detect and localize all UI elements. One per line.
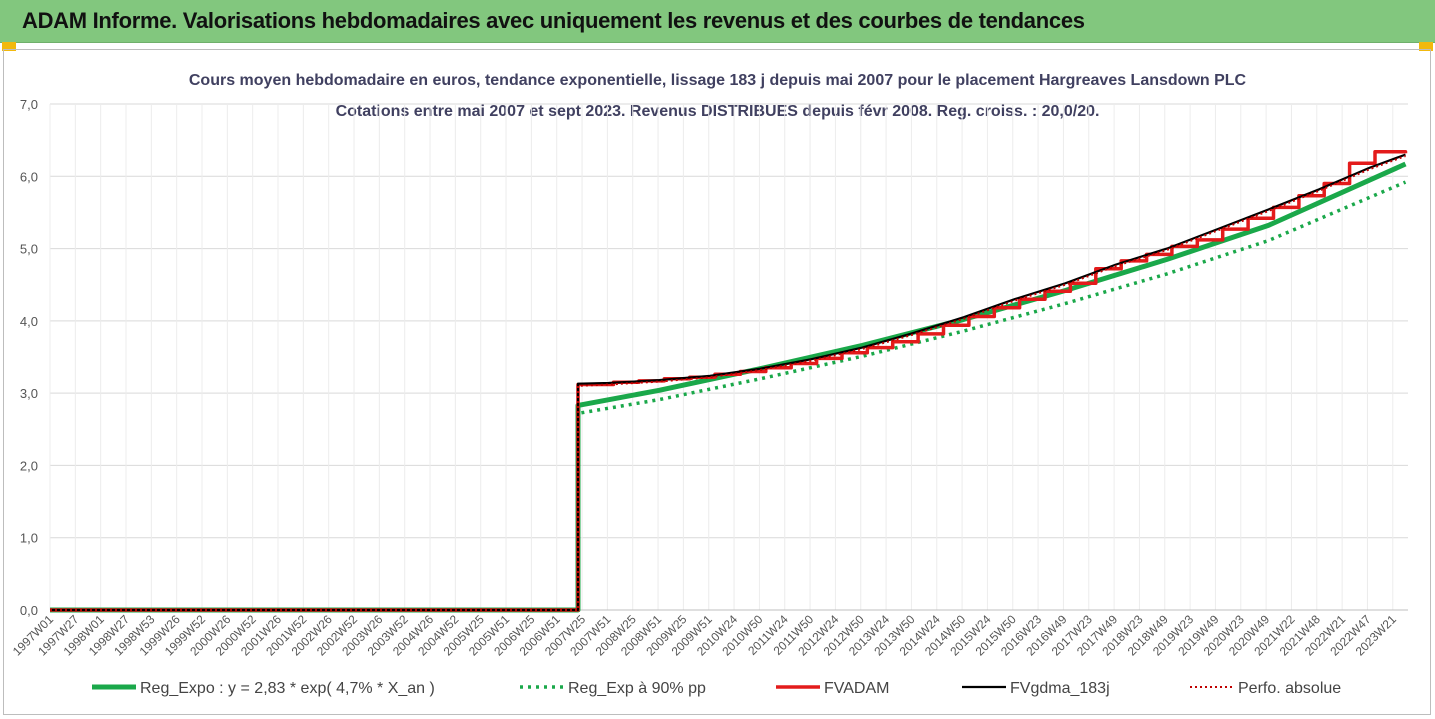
y-tick-label: 0,0 — [20, 603, 38, 618]
corner-marker-left — [2, 42, 16, 51]
y-tick-label: 4,0 — [20, 314, 38, 329]
report-title: ADAM Informe. Valorisations hebdomadaire… — [22, 8, 1085, 33]
chart-subtitle: Cotations entre mai 2007 et sept 2023. R… — [335, 103, 1100, 120]
series-line-4 — [50, 153, 1406, 612]
legend-label: FVADAM — [824, 680, 889, 697]
y-tick-label: 6,0 — [20, 169, 38, 184]
y-tick-label: 2,0 — [20, 458, 38, 473]
series-line-1 — [50, 161, 1407, 613]
corner-marker-right — [1419, 42, 1433, 51]
series-line-3 — [50, 149, 1408, 612]
y-tick-label: 5,0 — [20, 242, 38, 257]
y-tick-label: 1,0 — [20, 531, 38, 546]
report-header: ADAM Informe. Valorisations hebdomadaire… — [0, 0, 1435, 43]
chart-title: Cours moyen hebdomadaire en euros, tenda… — [188, 72, 1247, 89]
y-tick-label: 7,0 — [20, 97, 38, 112]
legend-label: Reg_Expo : y = 2,83 * exp( 4,7% * X_an ) — [140, 680, 435, 697]
legend-label: FVgdma_183j — [1010, 680, 1110, 697]
legend-label: Perfo. absolue — [1238, 680, 1341, 697]
series-line-5 — [50, 155, 1406, 611]
y-tick-label: 3,0 — [20, 386, 38, 401]
chart-frame — [3, 49, 1431, 715]
legend-label: Reg_Exp à 90% pp — [568, 680, 706, 697]
